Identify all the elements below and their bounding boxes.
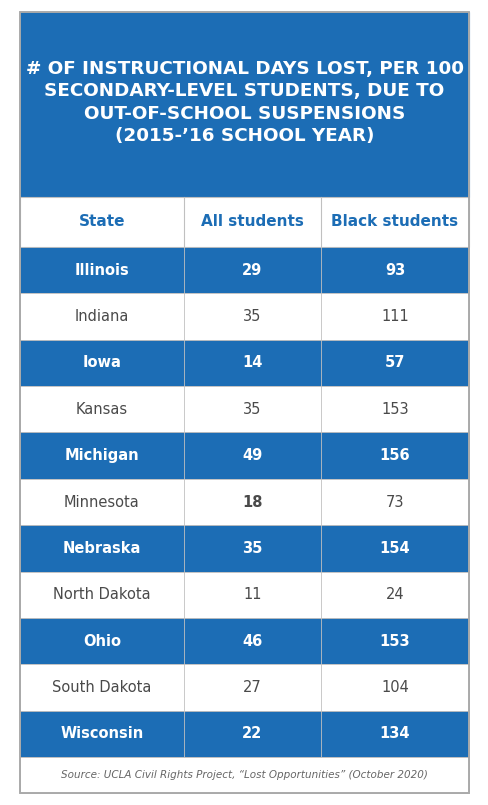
Text: 153: 153: [379, 634, 409, 649]
Text: Black students: Black students: [331, 214, 458, 229]
Text: South Dakota: South Dakota: [52, 680, 151, 695]
Text: State: State: [79, 214, 125, 229]
Bar: [20, 340, 468, 386]
Text: Iowa: Iowa: [82, 356, 121, 370]
Bar: [20, 479, 468, 525]
Text: 35: 35: [243, 402, 261, 417]
Text: 111: 111: [380, 309, 408, 324]
Text: 22: 22: [242, 726, 262, 741]
Text: All students: All students: [201, 214, 303, 229]
Text: Wisconsin: Wisconsin: [60, 726, 143, 741]
Text: Illinois: Illinois: [74, 262, 129, 278]
Text: 49: 49: [242, 448, 262, 463]
Text: 153: 153: [380, 402, 408, 417]
Text: 14: 14: [242, 356, 262, 370]
Text: 35: 35: [242, 541, 262, 556]
Text: Source: UCLA Civil Rights Project, “Lost Opportunities” (October 2020): Source: UCLA Civil Rights Project, “Lost…: [61, 770, 427, 780]
Text: 24: 24: [385, 587, 404, 602]
Text: 73: 73: [385, 494, 404, 510]
Bar: [20, 525, 468, 572]
Text: 46: 46: [242, 634, 262, 649]
Text: Minnesota: Minnesota: [64, 494, 140, 510]
Bar: [20, 247, 468, 293]
Bar: [20, 293, 468, 340]
Text: 134: 134: [379, 726, 409, 741]
Text: 156: 156: [379, 448, 409, 463]
Bar: [20, 618, 468, 664]
Text: 57: 57: [384, 356, 404, 370]
Bar: [20, 12, 468, 197]
Text: Michigan: Michigan: [64, 448, 139, 463]
Text: 93: 93: [384, 262, 404, 278]
Bar: [20, 197, 468, 247]
Text: 18: 18: [242, 494, 262, 510]
Text: 11: 11: [243, 587, 261, 602]
Bar: [20, 432, 468, 479]
Bar: [20, 711, 468, 757]
Bar: [20, 572, 468, 618]
Text: Nebraska: Nebraska: [62, 541, 141, 556]
Text: 27: 27: [243, 680, 261, 695]
Text: North Dakota: North Dakota: [53, 587, 150, 602]
Text: Kansas: Kansas: [76, 402, 128, 417]
Text: Indiana: Indiana: [75, 309, 129, 324]
Text: Ohio: Ohio: [83, 634, 121, 649]
Bar: [20, 757, 468, 793]
Bar: [20, 386, 468, 432]
Text: 104: 104: [380, 680, 408, 695]
Bar: [20, 664, 468, 711]
Text: 35: 35: [243, 309, 261, 324]
Text: 154: 154: [379, 541, 409, 556]
Text: # OF INSTRUCTIONAL DAYS LOST, PER 100
SECONDARY-LEVEL STUDENTS, DUE TO
OUT-OF-SC: # OF INSTRUCTIONAL DAYS LOST, PER 100 SE…: [25, 60, 463, 145]
Text: 29: 29: [242, 262, 262, 278]
